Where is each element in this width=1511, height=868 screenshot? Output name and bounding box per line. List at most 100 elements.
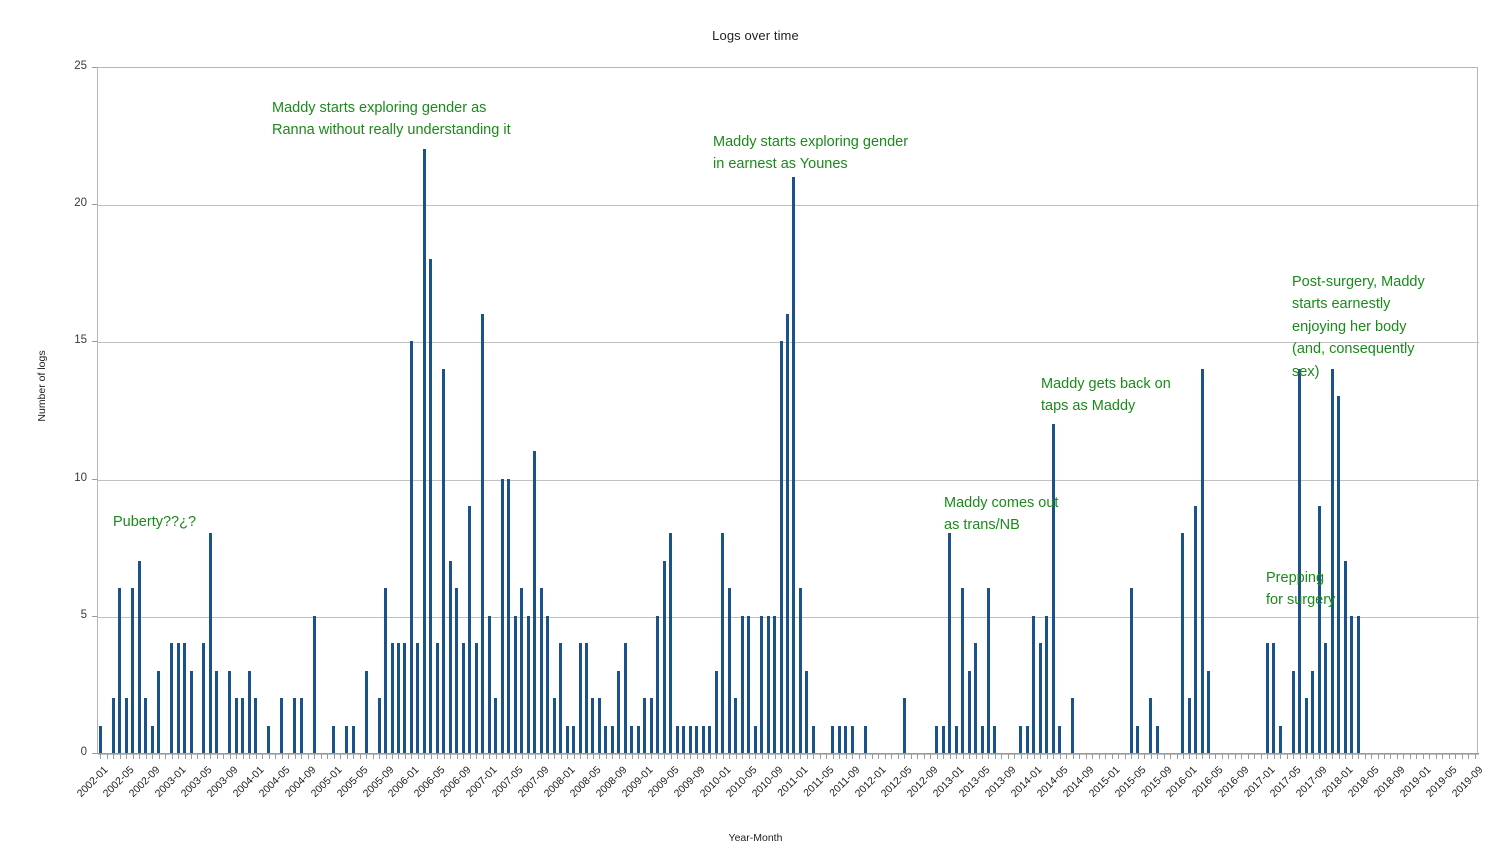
bar[interactable] <box>98 725 102 753</box>
bar[interactable] <box>332 725 336 753</box>
bar[interactable] <box>617 670 621 753</box>
bar[interactable] <box>597 698 601 753</box>
bar[interactable] <box>345 725 349 753</box>
bar[interactable] <box>863 725 867 753</box>
bar[interactable] <box>507 478 511 753</box>
bar[interactable] <box>714 670 718 753</box>
bar[interactable] <box>636 725 640 753</box>
bar[interactable] <box>941 725 945 753</box>
bar[interactable] <box>364 670 368 753</box>
bar[interactable] <box>630 725 634 753</box>
bar[interactable] <box>312 615 316 753</box>
bar[interactable] <box>526 615 530 753</box>
bar[interactable] <box>623 643 627 753</box>
bar[interactable] <box>701 725 705 753</box>
bar[interactable] <box>429 259 433 753</box>
bar[interactable] <box>850 725 854 753</box>
bar[interactable] <box>189 670 193 753</box>
bar[interactable] <box>643 698 647 753</box>
bar[interactable] <box>773 615 777 753</box>
bar[interactable] <box>766 615 770 753</box>
bar[interactable] <box>572 725 576 753</box>
bar[interactable] <box>1071 698 1075 753</box>
bar[interactable] <box>1356 615 1360 753</box>
bar[interactable] <box>779 341 783 753</box>
bar[interactable] <box>539 588 543 753</box>
bar[interactable] <box>1311 670 1315 753</box>
bar[interactable] <box>481 313 485 753</box>
bar[interactable] <box>734 698 738 753</box>
bar[interactable] <box>662 560 666 753</box>
bar[interactable] <box>1330 368 1334 753</box>
bar[interactable] <box>688 725 692 753</box>
bar[interactable] <box>377 698 381 753</box>
bar[interactable] <box>247 670 251 753</box>
bar[interactable] <box>948 533 952 753</box>
bar[interactable] <box>753 725 757 753</box>
bar[interactable] <box>967 670 971 753</box>
bar[interactable] <box>1194 506 1198 753</box>
bar[interactable] <box>559 643 563 753</box>
bar[interactable] <box>137 560 141 753</box>
bar[interactable] <box>1187 698 1191 753</box>
bar[interactable] <box>986 588 990 753</box>
bar[interactable] <box>1038 643 1042 753</box>
bar[interactable] <box>1265 643 1269 753</box>
bar[interactable] <box>902 698 906 753</box>
bar[interactable] <box>474 643 478 753</box>
bar[interactable] <box>494 698 498 753</box>
bar[interactable] <box>513 615 517 753</box>
bar[interactable] <box>1337 396 1341 753</box>
bar[interactable] <box>1207 670 1211 753</box>
bar[interactable] <box>610 725 614 753</box>
bar[interactable] <box>435 643 439 753</box>
bar[interactable] <box>792 176 796 753</box>
bar[interactable] <box>183 643 187 753</box>
bar[interactable] <box>487 615 491 753</box>
bar[interactable] <box>448 560 452 753</box>
bar[interactable] <box>118 588 122 753</box>
bar[interactable] <box>228 670 232 753</box>
bar[interactable] <box>837 725 841 753</box>
bar[interactable] <box>721 533 725 753</box>
bar[interactable] <box>656 615 660 753</box>
bar[interactable] <box>461 643 465 753</box>
bar[interactable] <box>740 615 744 753</box>
bar[interactable] <box>708 725 712 753</box>
bar[interactable] <box>1051 423 1055 753</box>
bar[interactable] <box>1298 368 1302 753</box>
bar[interactable] <box>1129 588 1133 753</box>
bar[interactable] <box>442 368 446 753</box>
bar[interactable] <box>111 698 115 753</box>
bar[interactable] <box>131 588 135 753</box>
bar[interactable] <box>811 725 815 753</box>
bar[interactable] <box>954 725 958 753</box>
bar[interactable] <box>390 643 394 753</box>
bar[interactable] <box>591 698 595 753</box>
bar[interactable] <box>1136 725 1140 753</box>
bar[interactable] <box>747 615 751 753</box>
bar[interactable] <box>241 698 245 753</box>
bar[interactable] <box>961 588 965 753</box>
bar[interactable] <box>1278 725 1282 753</box>
bar[interactable] <box>267 725 271 753</box>
bar[interactable] <box>1181 533 1185 753</box>
bar[interactable] <box>1032 615 1036 753</box>
bar[interactable] <box>604 725 608 753</box>
bar[interactable] <box>293 698 297 753</box>
bar[interactable] <box>974 643 978 753</box>
bar[interactable] <box>786 313 789 753</box>
bar[interactable] <box>416 643 420 753</box>
bar[interactable] <box>144 698 148 753</box>
bar[interactable] <box>1149 698 1153 753</box>
bar[interactable] <box>384 588 388 753</box>
bar[interactable] <box>1200 368 1204 753</box>
bar[interactable] <box>980 725 984 753</box>
bar[interactable] <box>1045 615 1049 753</box>
bar[interactable] <box>150 725 154 753</box>
bar[interactable] <box>993 725 997 753</box>
bar[interactable] <box>403 643 407 753</box>
bar[interactable] <box>844 725 848 753</box>
bar[interactable] <box>520 588 524 753</box>
bar[interactable] <box>1304 698 1308 753</box>
